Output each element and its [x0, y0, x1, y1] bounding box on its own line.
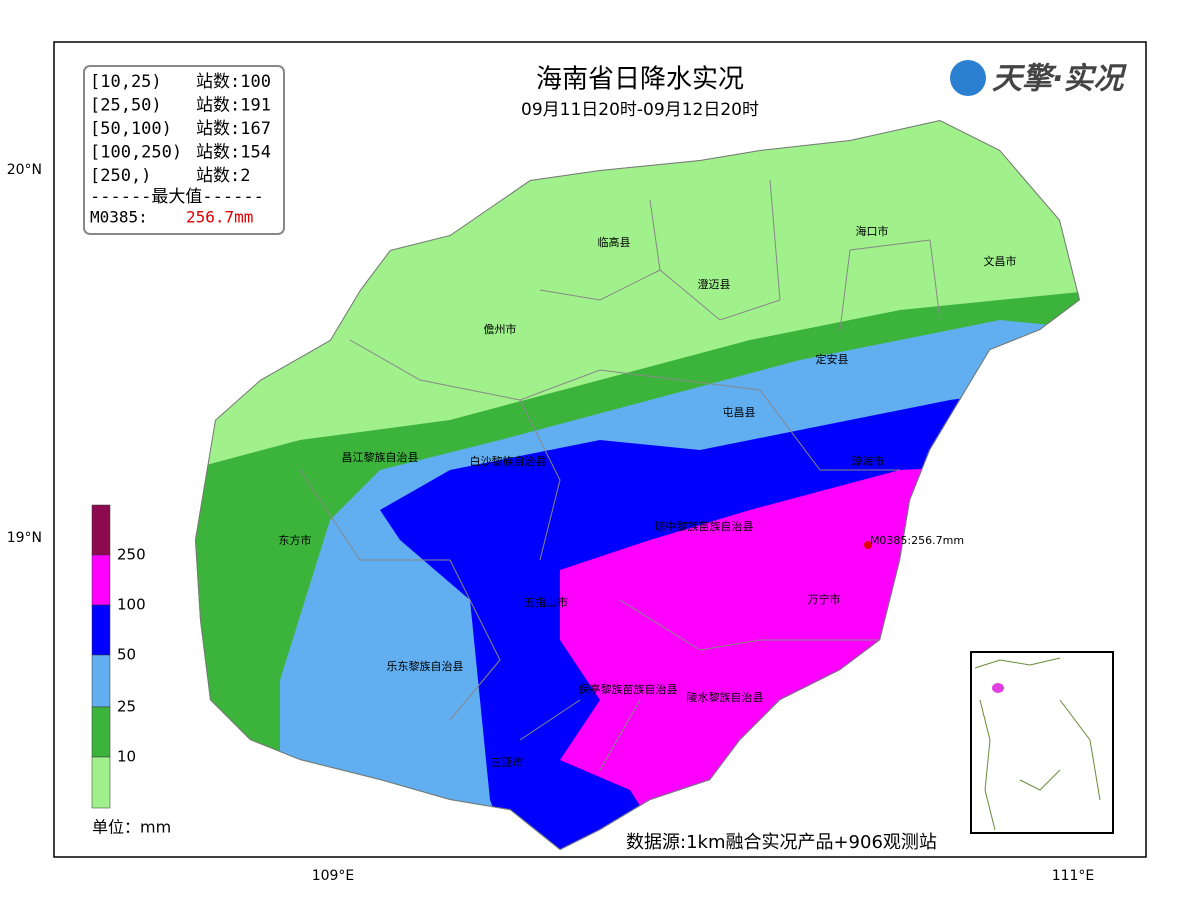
- place-label: 万宁市: [808, 592, 841, 606]
- legend-swatch: [91, 604, 111, 656]
- stats-count: 站数:2: [196, 166, 250, 186]
- stats-count: 站数:167: [196, 119, 271, 139]
- stats-count: 站数:100: [196, 72, 271, 92]
- logo-icon: [950, 60, 986, 96]
- place-label: 儋州市: [484, 322, 517, 336]
- stats-range: [25,50): [90, 96, 162, 116]
- inset-hainan: [992, 683, 1004, 693]
- legend-label: 25: [117, 698, 136, 716]
- place-label: 白沙黎族自治县: [470, 454, 547, 468]
- source: 数据源:1km融合实况产品+906观测站: [626, 832, 937, 853]
- place-label: 乐东黎族自治县: [387, 659, 464, 673]
- stats-range: [10,25): [90, 72, 162, 92]
- stats-max-heading: ------最大值------: [90, 187, 264, 207]
- lon-label: 111°E: [1052, 868, 1095, 884]
- place-label: 临高县: [598, 235, 631, 249]
- legend-swatch: [91, 756, 111, 809]
- legend-label: 50: [117, 646, 136, 664]
- place-label: 保亭黎族苗族自治县: [579, 682, 678, 696]
- place-label: 三亚市: [491, 755, 524, 769]
- place-label: 五指山市: [524, 595, 568, 609]
- stats-count: 站数:154: [196, 143, 271, 163]
- place-label: 琼中黎族苗族自治县: [655, 519, 754, 533]
- legend-label: 10: [117, 748, 136, 766]
- max-station: [864, 541, 872, 549]
- legend-swatch: [91, 554, 111, 606]
- place-label: 定安县: [816, 352, 849, 366]
- stats-range: [250,): [90, 166, 151, 186]
- legend-unit: 单位：mm: [92, 818, 171, 837]
- place-label: 陵水黎族自治县: [687, 690, 764, 704]
- inset-coast: [974, 657, 1101, 831]
- legend-swatch: [91, 654, 111, 708]
- place-label: 屯昌县: [723, 406, 756, 419]
- legend-swatch: [91, 504, 111, 556]
- place-label: 澄迈县: [698, 277, 731, 291]
- legend-label: 250: [117, 546, 146, 564]
- lat-label: 20°N: [7, 162, 42, 178]
- logo: 天擎·实况: [992, 62, 1127, 97]
- place-label: 琼海市: [852, 454, 885, 468]
- legend-swatch: [91, 706, 111, 758]
- place-label: 东方市: [279, 533, 312, 547]
- subtitle: 09月11日20时-09月12日20时: [521, 100, 759, 120]
- stats-range: [100,250): [90, 143, 182, 163]
- place-label: 昌江黎族自治县: [342, 450, 419, 464]
- place-label: 文昌市: [984, 254, 1017, 268]
- stats-count: 站数:191: [196, 96, 271, 116]
- inset-map: [970, 651, 1114, 834]
- legend-label: 100: [117, 596, 146, 614]
- title: 海南省日降水实况: [536, 65, 744, 95]
- lon-label: 109°E: [312, 868, 355, 884]
- lat-label: 19°N: [7, 530, 42, 546]
- place-label: M0385:256.7mm: [870, 534, 964, 547]
- place-label: 海口市: [856, 224, 889, 238]
- stats-max-station: M0385:: [90, 208, 148, 227]
- stats-max-value: 256.7mm: [186, 208, 253, 227]
- stats-range: [50,100): [90, 119, 172, 139]
- stats-box: [83, 65, 285, 235]
